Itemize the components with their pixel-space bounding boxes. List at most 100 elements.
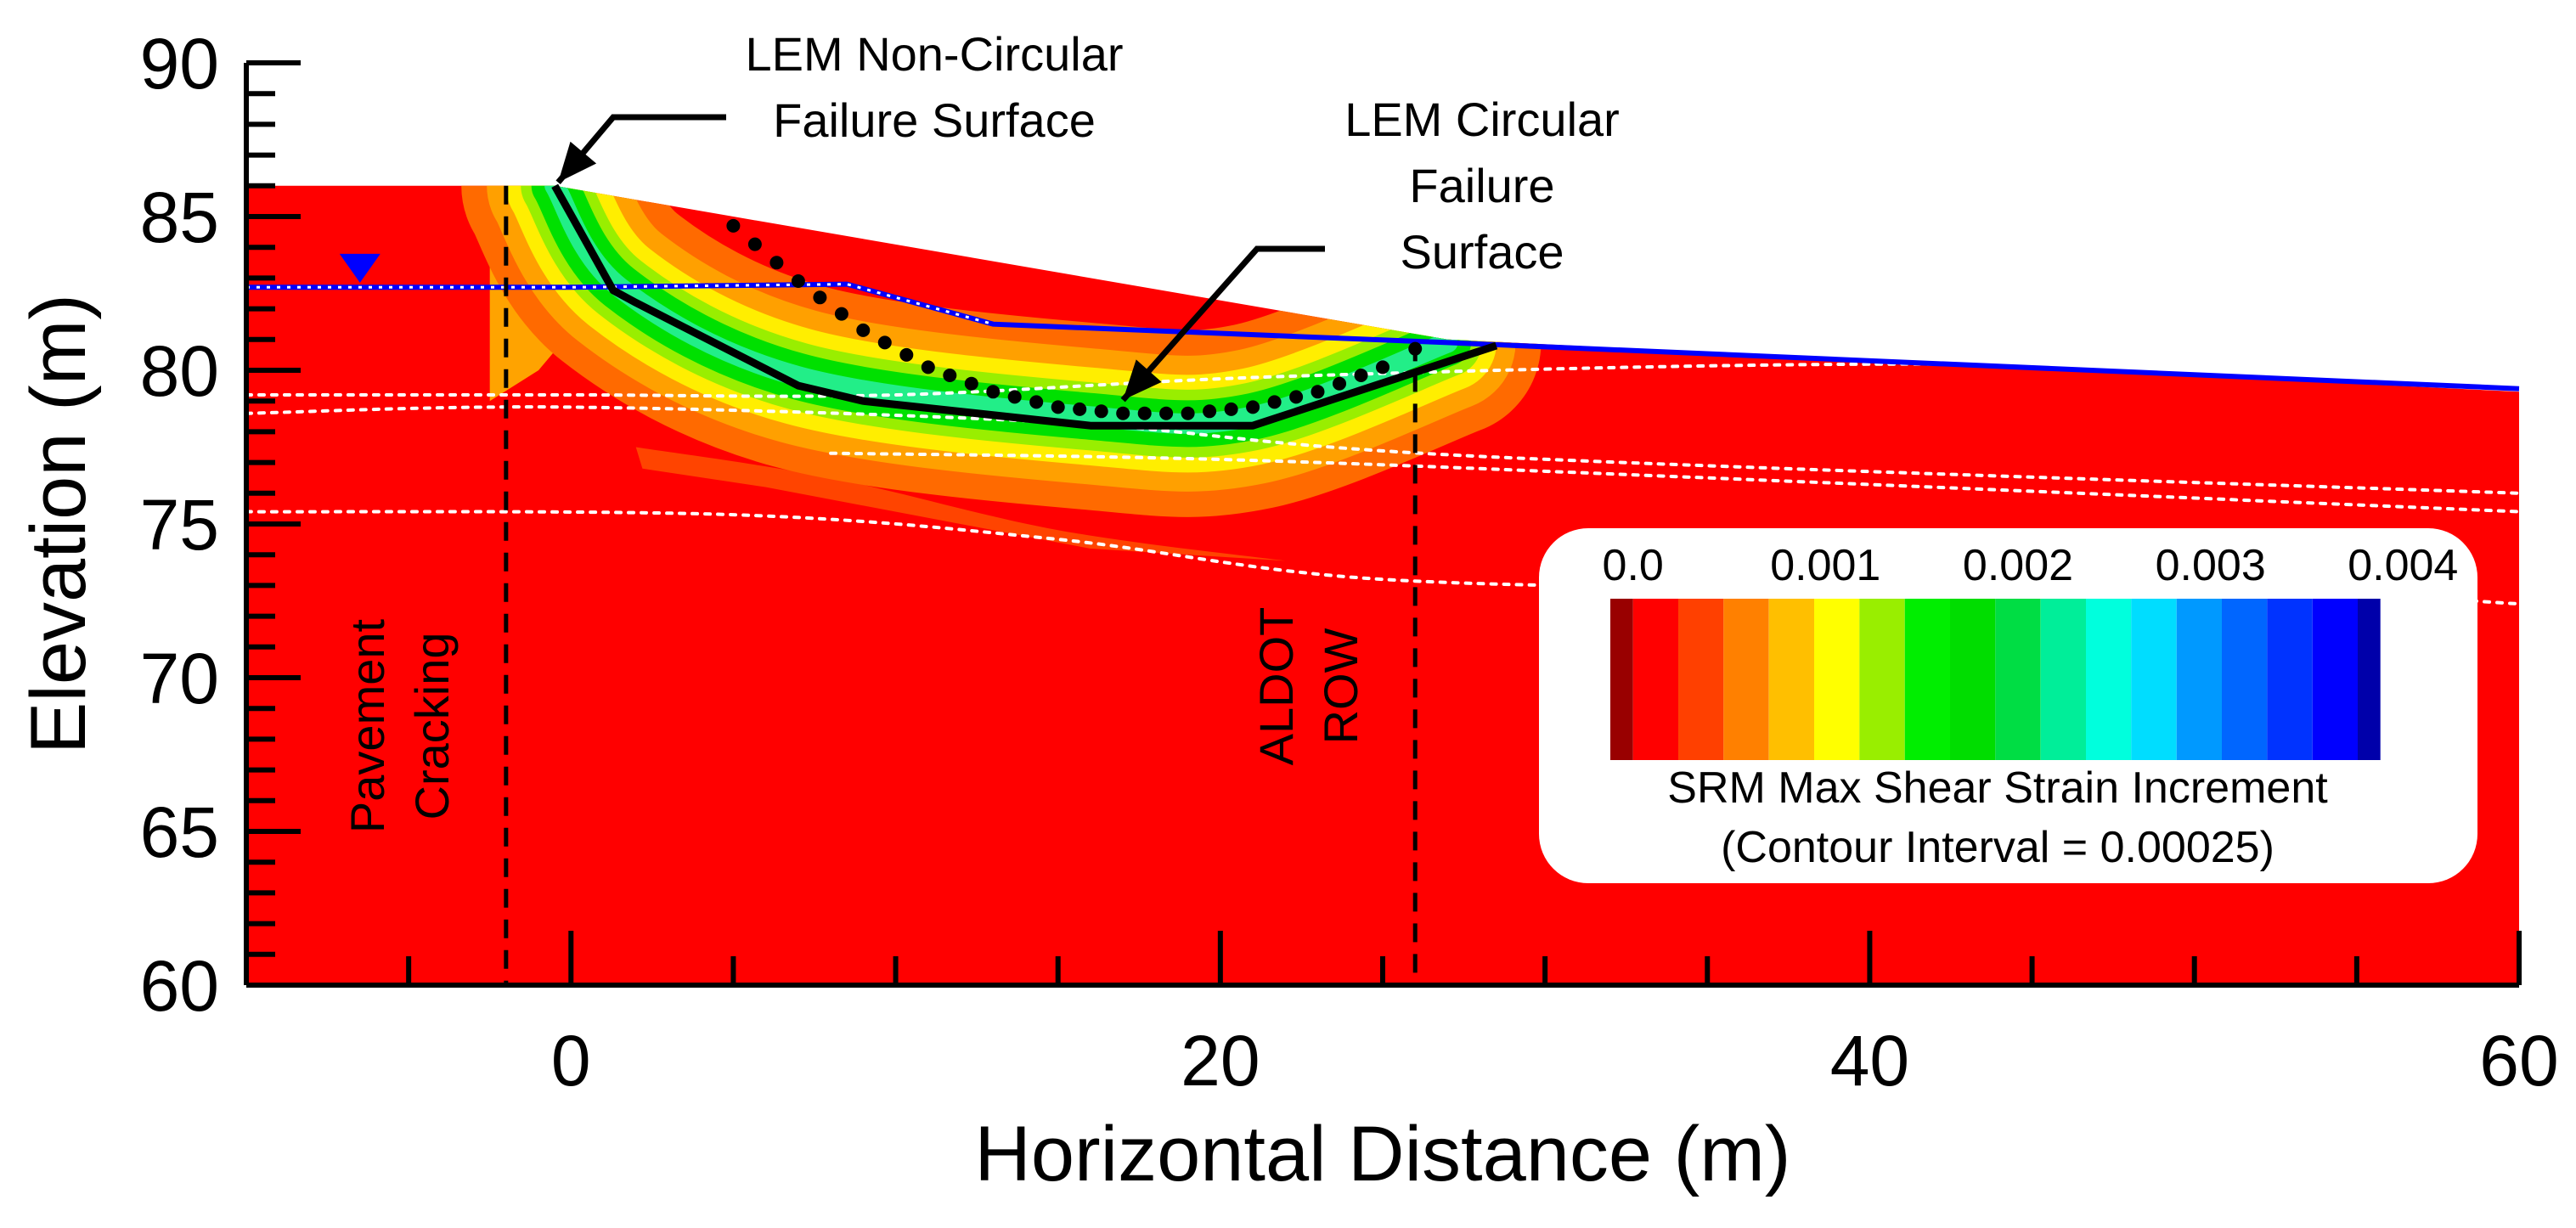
y-axis-title: Elevation (m) <box>15 294 102 754</box>
circular-surface-dot <box>747 237 762 251</box>
circular-surface-dot <box>943 369 957 382</box>
colorbar-cell <box>1723 599 1769 760</box>
colorbar-cell <box>2312 599 2358 760</box>
colorbar-tick-labels: 0.0 0.001 0.002 0.003 0.004 <box>1603 541 2459 590</box>
circular-surface-dot <box>964 376 978 391</box>
colorbar-cell <box>1995 599 2041 760</box>
layer-boundary-2 <box>245 405 2521 495</box>
annotation-noncircular-line1: LEM Non-Circular <box>746 27 1124 81</box>
annotation-noncircular-line2: Failure Surface <box>773 93 1096 147</box>
lem-circular-surface <box>726 218 1423 420</box>
contour-band-lower <box>635 447 1286 561</box>
circular-surface-dot <box>856 323 871 337</box>
circular-surface-dot <box>813 290 827 305</box>
axes: 0 20 40 60 60 65 70 75 80 85 90 Horizontal Distan… <box>15 24 2559 1197</box>
circular-surface-dot <box>1116 406 1130 420</box>
circular-surface-dot <box>1051 400 1065 414</box>
colorbar-cell <box>2131 599 2177 760</box>
x-tick-label: 60 <box>2479 1021 2558 1101</box>
annotation-noncircular: LEM Non-Circular Failure Surface <box>555 27 1124 185</box>
colorbar-tick-label: 0.001 <box>1770 541 1880 590</box>
annotation-circular-arrowhead <box>1123 359 1162 401</box>
y-tick-label: 80 <box>140 331 219 411</box>
colorbar-cell <box>2267 599 2313 760</box>
circular-surface-dot <box>877 335 892 350</box>
colorbar-cell <box>2358 599 2381 760</box>
layer-boundary-1 <box>245 362 2521 398</box>
annotation-noncircular-arrowhead <box>558 141 597 183</box>
x-axis-title: Horizontal Distance (m) <box>974 1111 1790 1197</box>
colorbar-cell <box>2222 599 2268 760</box>
x-tick-label: 40 <box>1830 1021 1909 1101</box>
layer-boundary-4 <box>245 510 2521 606</box>
annotation-circular-line1: LEM Circular <box>1344 93 1620 146</box>
circular-surface-dot <box>1137 406 1152 420</box>
circular-surface-dot <box>791 274 805 288</box>
y-tick-label: 75 <box>140 485 219 565</box>
x-axis-ticks: 0 20 40 60 <box>244 931 2559 1101</box>
colorbar-tick-label: 0.002 <box>1963 541 2073 590</box>
y-tick-label: 85 <box>140 177 219 257</box>
annotation-circular-arrow <box>1120 245 1325 403</box>
circular-surface-dot <box>1224 402 1238 416</box>
colorbar-cell <box>1950 599 1996 760</box>
colorbar-cell <box>1814 599 1860 760</box>
colorbar-cell <box>1768 599 1814 760</box>
marker-label-2-line2: ROW <box>1314 628 1367 744</box>
colorbar-tick-label: 0.004 <box>2348 541 2458 590</box>
lem-noncircular-surface <box>551 183 1498 430</box>
circular-surface-dot <box>1354 369 1368 382</box>
marker-label-2-line1: ALDOT <box>1249 607 1303 766</box>
annotation-noncircular-arrow <box>555 114 726 185</box>
water-table-line <box>246 281 2520 391</box>
circular-surface-dot <box>769 256 784 270</box>
annotation-circular-line2: Failure <box>1409 159 1554 212</box>
y-axis-ticks: 60 65 70 75 80 85 90 <box>140 24 301 1026</box>
y-tick-label: 70 <box>140 639 219 718</box>
circular-surface-dot <box>1181 406 1195 420</box>
circular-surface-dot <box>1333 376 1346 391</box>
colorbar-cell <box>1632 599 1678 760</box>
circular-surface-dot <box>834 307 848 321</box>
y-tick-label: 90 <box>140 24 219 104</box>
annotation-circular: LEM Circular Failure Surface <box>1120 93 1620 403</box>
circular-surface-dot <box>1094 404 1108 419</box>
circular-surface-dot <box>986 385 1001 399</box>
circular-surface-dot <box>1073 402 1087 416</box>
colorbar-tick-label: 0.003 <box>2156 541 2266 590</box>
x-tick-label: 0 <box>551 1021 591 1101</box>
circular-surface-dot <box>1408 341 1423 356</box>
circular-surface-dot <box>1267 395 1282 409</box>
colorbar-cell <box>1678 599 1724 760</box>
colorbar-cell <box>1610 599 1633 760</box>
circular-surface-dot <box>1246 400 1260 414</box>
circular-surface-dot <box>1311 385 1325 399</box>
layer-boundary-3 <box>829 451 2521 514</box>
water-table-marker <box>339 253 380 283</box>
x-tick-label: 20 <box>1181 1021 1260 1101</box>
y-tick-label: 60 <box>140 946 219 1026</box>
colorbar-tick-label: 0.0 <box>1603 541 1664 590</box>
marker-label-1-line1: Pavement <box>341 618 394 833</box>
layer-boundaries <box>245 362 2521 606</box>
marker-lines: Pavement Cracking ALDOT ROW <box>341 185 1418 985</box>
circular-surface-dot <box>1007 390 1022 404</box>
colorbar-cell <box>2040 599 2086 760</box>
marker-label-1-line2: Cracking <box>405 633 459 820</box>
annotation-circular-line3: Surface <box>1401 225 1564 279</box>
colorbar-cells <box>1610 599 2381 760</box>
colorbar-cell <box>2086 599 2132 760</box>
circular-surface-dot <box>1376 360 1389 375</box>
colorbar-legend: 0.0 0.001 0.002 0.003 0.004 SRM Max Shear St… <box>1539 528 2477 883</box>
circular-surface-dot <box>899 347 914 362</box>
y-tick-label: 65 <box>140 792 219 872</box>
circular-surface-dot <box>1159 406 1174 420</box>
circular-surface-dot <box>1029 395 1044 409</box>
circular-surface-dot <box>726 218 741 233</box>
circular-surface-dot <box>1289 390 1304 404</box>
circular-surface-dot <box>1203 404 1217 419</box>
colorbar-title: SRM Max Shear Strain Increment <box>1667 763 2328 813</box>
colorbar-cell <box>2176 599 2222 760</box>
colorbar-cell <box>1904 599 1950 760</box>
